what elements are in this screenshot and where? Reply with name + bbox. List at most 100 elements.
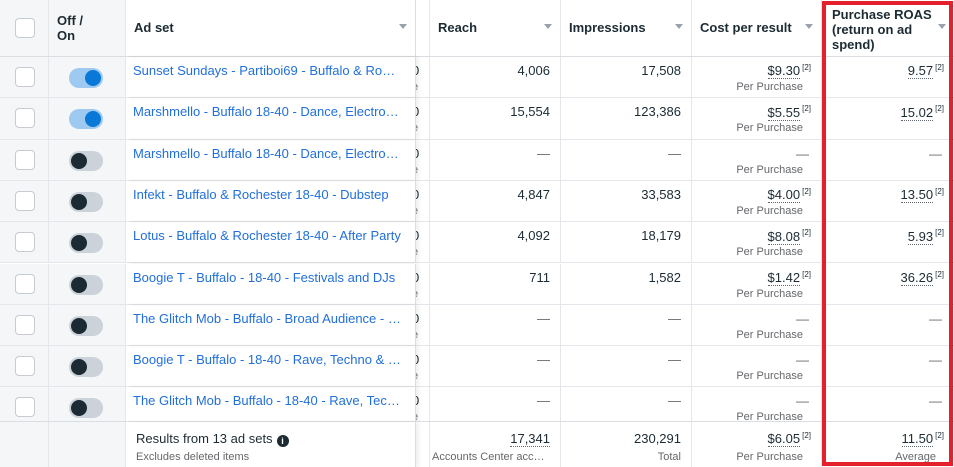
row-checkbox[interactable]: [15, 108, 35, 129]
delivery-toggle[interactable]: [69, 398, 103, 419]
row-roas-cell: —: [822, 305, 954, 345]
header-reach[interactable]: Reach: [430, 0, 561, 56]
roas-amount[interactable]: 36.26: [900, 269, 934, 286]
reach-value: 4,006: [517, 63, 550, 78]
toggle-knob: [71, 193, 87, 210]
row-hidden-column: 0e: [416, 222, 430, 263]
header-impressions[interactable]: Impressions: [561, 0, 692, 56]
delivery-toggle[interactable]: [69, 150, 103, 171]
row-roas-cell: —: [822, 387, 954, 427]
table-row: Marshmello - Buffalo 18-40 - Dance, Elec…: [0, 139, 954, 181]
row-select-cell: [0, 180, 49, 222]
cost-amount[interactable]: $9.30: [767, 63, 801, 80]
row-ad-set-cell: The Glitch Mob - Buffalo - Broad Audienc…: [126, 304, 416, 346]
ad-set-name-link[interactable]: Marshmello - Buffalo 18-40 - Dance, Elec…: [133, 145, 401, 161]
delivery-toggle[interactable]: [69, 274, 103, 295]
info-icon[interactable]: i: [276, 435, 289, 447]
roas-amount[interactable]: 5.93: [907, 228, 934, 245]
roas-amount[interactable]: 9.57: [907, 63, 934, 80]
delivery-toggle[interactable]: [69, 233, 103, 254]
roas-value: —: [929, 352, 944, 367]
header-ad-set-label: Ad set: [134, 20, 174, 35]
ad-set-name-link[interactable]: Marshmello - Buffalo 18-40 - Dance, Elec…: [133, 104, 401, 120]
header-cost-per-result[interactable]: Cost per result: [692, 0, 822, 56]
ad-set-name-link[interactable]: Lotus - Buffalo & Rochester 18-40 - Afte…: [133, 228, 401, 244]
cost-amount[interactable]: $5.55: [767, 104, 801, 121]
footer-roas-value[interactable]: 11.50: [901, 431, 934, 448]
roas-footnote[interactable]: [2]: [935, 186, 944, 196]
table-row: Marshmello - Buffalo 18-40 - Dance, Elec…: [0, 98, 954, 140]
delivery-toggle[interactable]: [69, 191, 103, 212]
cost-footnote[interactable]: [2]: [802, 269, 811, 279]
row-checkbox[interactable]: [15, 356, 35, 377]
cost-amount[interactable]: $4.00: [767, 187, 801, 204]
table-footer: Results from 13 ad sets i Excludes delete…: [0, 421, 954, 467]
footer-reach-value[interactable]: 17,341: [510, 431, 550, 447]
table-row: Boogie T - Buffalo - 18-40 - Festivals a…: [0, 263, 954, 305]
roas-footnote[interactable]: [2]: [935, 63, 944, 72]
row-reach-cell: —: [430, 304, 561, 346]
ad-set-name-link[interactable]: Infekt - Buffalo & Rochester 18-40 - Dub…: [133, 186, 389, 202]
roas-amount[interactable]: 13.50: [900, 187, 934, 204]
row-hidden-column: 0e: [416, 98, 430, 139]
cost-value: —: [796, 311, 811, 326]
delivery-toggle[interactable]: [69, 357, 103, 378]
ad-set-name-link[interactable]: Boogie T - Buffalo - 18-40 - Festivals a…: [133, 269, 396, 285]
sort-caret-icon[interactable]: [544, 24, 552, 29]
row-checkbox[interactable]: [15, 190, 35, 211]
sort-caret-icon[interactable]: [399, 24, 407, 29]
row-checkbox[interactable]: [15, 397, 35, 418]
row-roas-cell: 15.02 [2]: [822, 98, 954, 138]
ad-set-name-link[interactable]: The Glitch Mob - Buffalo - Broad Audienc…: [133, 310, 401, 326]
sort-caret-icon[interactable]: [938, 24, 946, 29]
roas-footnote[interactable]: [2]: [935, 269, 944, 279]
cost-result-type: Per Purchase: [736, 204, 803, 217]
select-all-checkbox[interactable]: [15, 18, 35, 38]
row-toggle-cell: [49, 304, 126, 346]
header-purchase-roas[interactable]: Purchase ROAS (return on ad spend): [822, 0, 954, 56]
header-ad-set[interactable]: Ad set: [126, 0, 416, 56]
ad-set-name-link[interactable]: Boogie T - Buffalo - 18-40 - Rave, Techn…: [133, 352, 401, 368]
header-roas-line1: Purchase ROAS: [832, 7, 932, 22]
row-roas-cell: 9.57 [2]: [822, 57, 954, 97]
reach-value: 711: [529, 269, 550, 285]
cost-amount[interactable]: $8.08: [767, 228, 801, 245]
sort-caret-icon[interactable]: [805, 24, 813, 29]
row-roas-cell: 5.93 [2]: [822, 222, 954, 262]
row-toggle-cell: [49, 263, 126, 304]
toggle-knob: [71, 276, 87, 293]
delivery-toggle[interactable]: [69, 109, 103, 130]
row-checkbox[interactable]: [15, 149, 35, 170]
row-cost-cell: $4.00 [2] Per Purchase: [692, 180, 822, 222]
roas-footnote[interactable]: [2]: [935, 228, 944, 238]
toggle-knob: [71, 235, 87, 252]
impressions-value: 18,179: [641, 228, 681, 244]
delivery-toggle[interactable]: [69, 68, 103, 88]
cost-footnote[interactable]: [2]: [802, 104, 811, 114]
cost-result-type: Per Purchase: [736, 163, 803, 176]
row-select-cell: [0, 304, 49, 346]
row-checkbox[interactable]: [15, 314, 35, 335]
cost-footnote[interactable]: [2]: [802, 186, 811, 196]
row-impressions-cell: 1,582: [561, 263, 692, 304]
cost-result-type: Per Purchase: [736, 287, 803, 300]
cost-amount[interactable]: $1.42: [767, 269, 801, 286]
delivery-toggle[interactable]: [69, 315, 103, 336]
footer-cost-footnote[interactable]: [2]: [802, 431, 811, 440]
ad-set-name-link[interactable]: The Glitch Mob - Buffalo - 18-40 - Rave,…: [133, 393, 401, 409]
sort-caret-icon[interactable]: [675, 24, 683, 29]
roas-footnote[interactable]: [2]: [935, 104, 944, 114]
ad-set-name-link[interactable]: Sunset Sundays - Partiboi69 - Buffalo & …: [133, 63, 401, 78]
cost-footnote[interactable]: [2]: [802, 228, 811, 238]
footer-roas-footnote[interactable]: [2]: [935, 431, 944, 440]
roas-amount[interactable]: 15.02: [900, 104, 934, 121]
row-checkbox[interactable]: [15, 232, 35, 253]
cost-footnote[interactable]: [2]: [802, 63, 811, 72]
footer-cost-value[interactable]: $6.05: [767, 431, 801, 448]
row-cost-cell: $8.08 [2] Per Purchase: [692, 222, 822, 263]
row-checkbox[interactable]: [15, 273, 35, 294]
row-checkbox[interactable]: [15, 67, 35, 87]
hidden-column-value: 0: [416, 228, 419, 243]
row-ad-set-cell: The Glitch Mob - Buffalo - 18-40 - Rave,…: [126, 387, 416, 428]
